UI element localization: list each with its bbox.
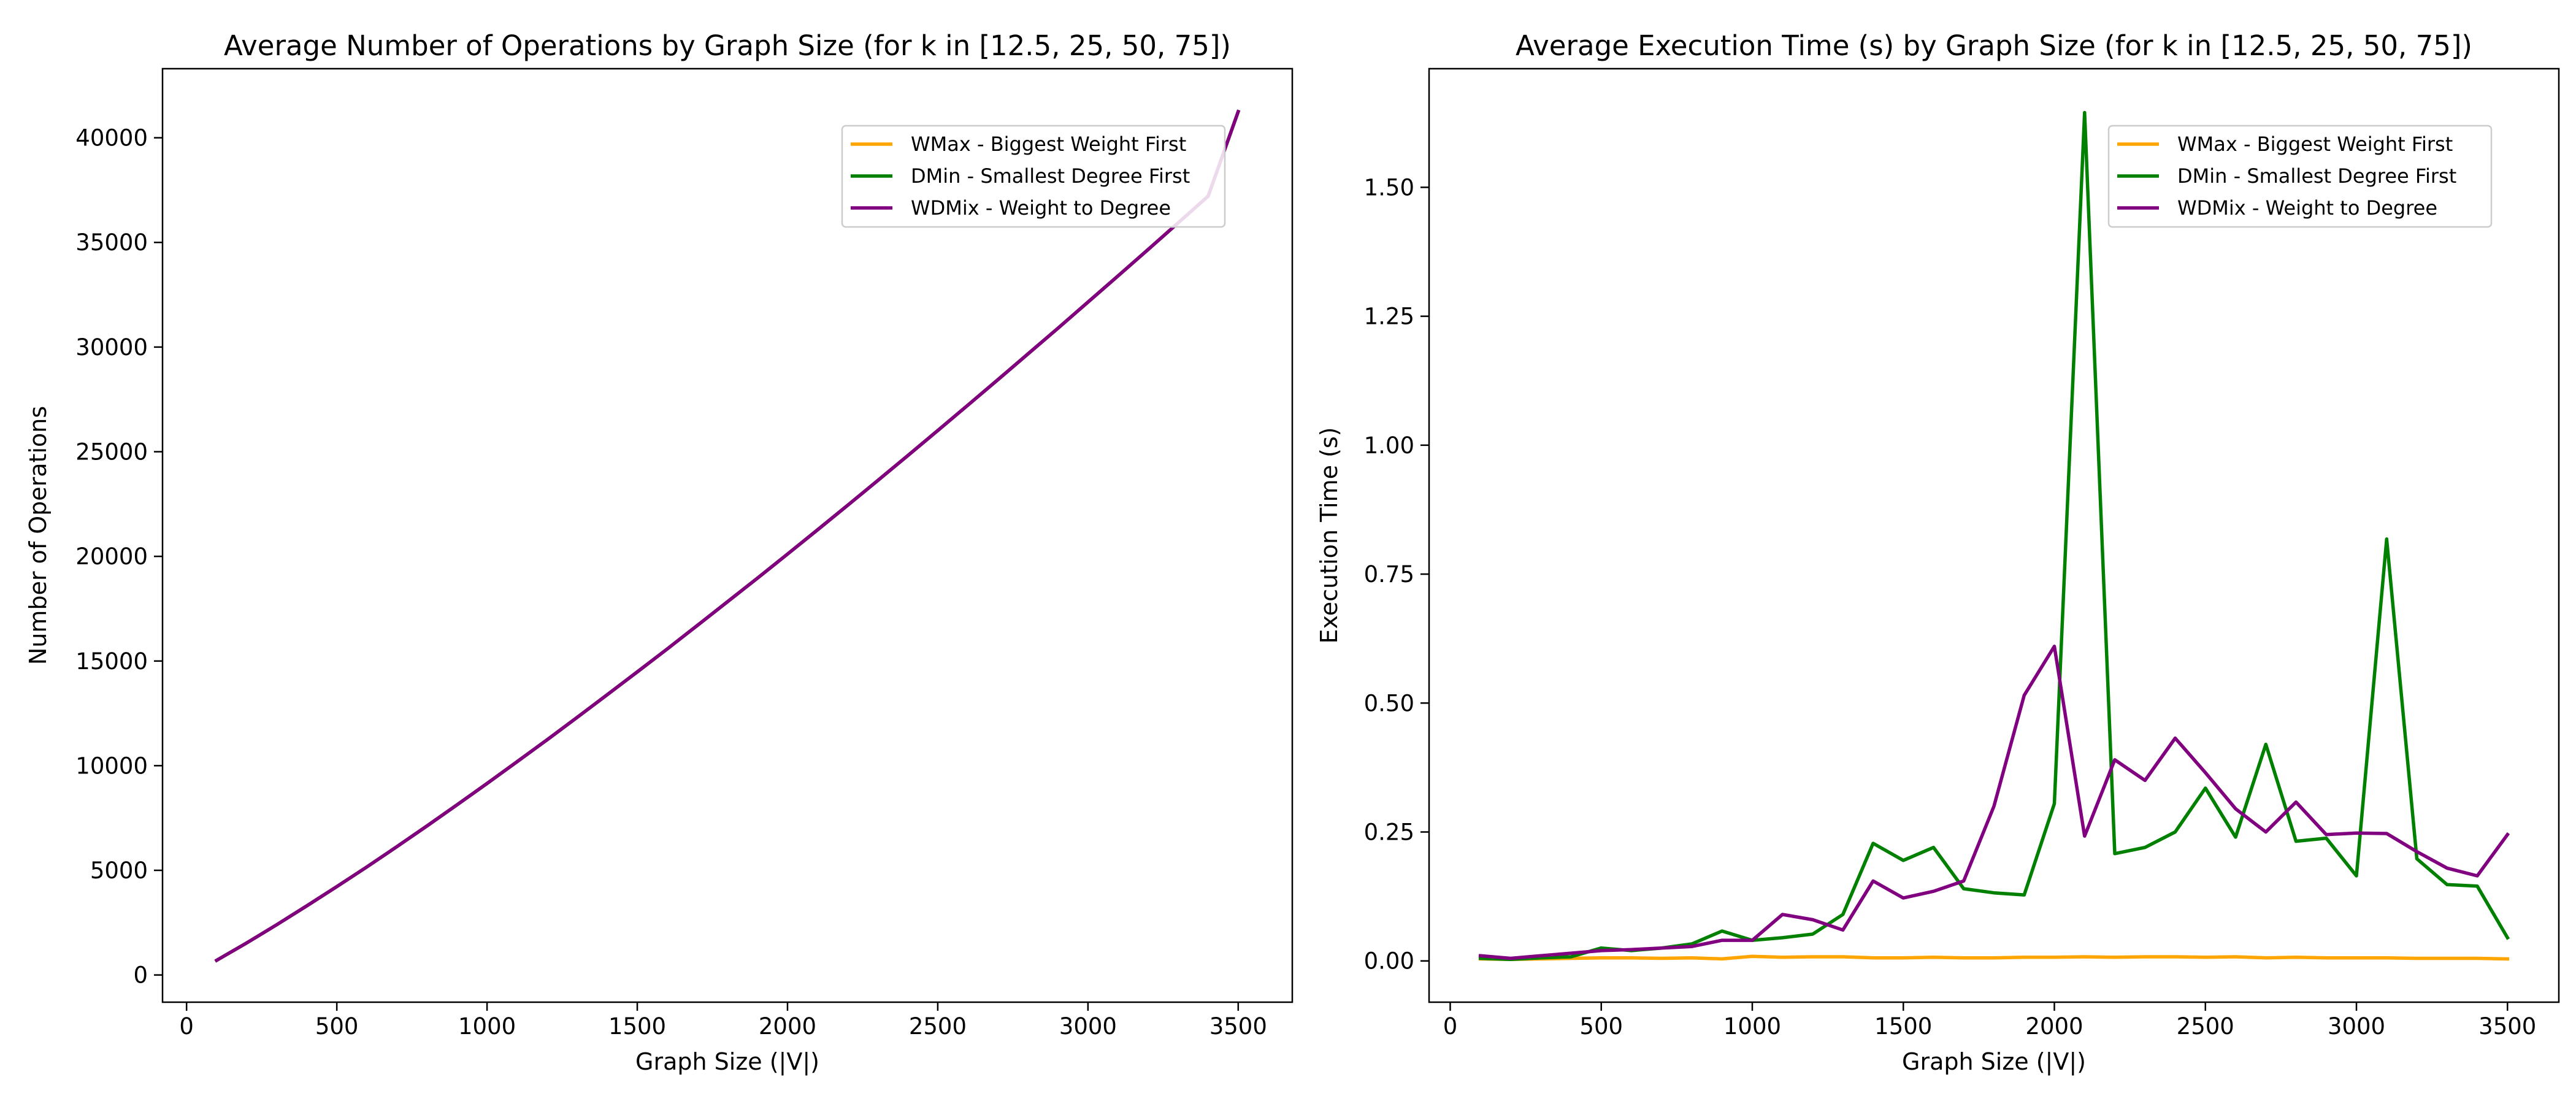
x-tick-label: 2000 [759, 1013, 816, 1040]
series-lines [214, 109, 1241, 963]
series-lines [1478, 110, 2510, 961]
y-tick-label: 25000 [75, 439, 148, 465]
y-tick-label: 1.00 [1364, 432, 1414, 459]
y-tick-label: 0.00 [1364, 948, 1414, 975]
y-tick-label: 0 [133, 962, 148, 989]
x-tick-label: 2000 [2025, 1013, 2083, 1040]
legend: WMax - Biggest Weight First DMin - Smalle… [841, 125, 1226, 228]
x-tick-label: 2500 [2177, 1013, 2234, 1040]
x-tick-label: 1000 [1723, 1013, 1781, 1040]
x-tick-label: 3000 [1059, 1013, 1117, 1040]
series-line-0 [214, 109, 1241, 963]
x-tick-label: 3500 [2478, 1013, 2536, 1040]
chart-execution-time: Average Execution Time (s) by Graph Size… [1316, 29, 2560, 1076]
plot-frame [1428, 67, 2560, 1003]
y-axis-label: Number of Operations [25, 406, 52, 665]
legend: WMax - Biggest Weight First DMin - Smalle… [2107, 125, 2493, 228]
plot-frame [161, 67, 1294, 1003]
x-tick-label: 2500 [909, 1013, 967, 1040]
legend-label: WMax - Biggest Weight First [911, 132, 1186, 156]
x-tick-label: 500 [1579, 1013, 1623, 1040]
chart-title: Average Execution Time (s) by Graph Size… [1516, 29, 2472, 62]
x-tick-label: 3500 [1209, 1013, 1267, 1040]
x-tick-label: 0 [1443, 1013, 1458, 1040]
y-tick-label: 1.25 [1364, 304, 1414, 330]
legend-label: DMin - Smallest Degree First [911, 164, 1190, 188]
x-tick-label: 0 [179, 1013, 194, 1040]
x-tick-label: 500 [315, 1013, 359, 1040]
y-tick-label: 40000 [75, 125, 148, 151]
x-tick-label: 1500 [608, 1013, 666, 1040]
y-tick-label: 30000 [75, 334, 148, 361]
y-tick-label: 0.25 [1364, 819, 1414, 846]
x-tick-label: 1000 [458, 1013, 516, 1040]
legend-box [2107, 125, 2493, 228]
series-line-2 [1478, 645, 2510, 960]
y-tick-label: 15000 [75, 648, 148, 675]
x-tick-label: 1500 [1874, 1013, 1932, 1040]
x-tick-label: 3000 [2328, 1013, 2385, 1040]
series-line-0 [1478, 954, 2510, 961]
legend-label: WMax - Biggest Weight First [2177, 132, 2453, 156]
legend-label: WDMix - Weight to Degree [2177, 196, 2437, 220]
y-tick-label: 10000 [75, 753, 148, 779]
x-axis-label: Graph Size (|V|) [635, 1048, 819, 1076]
y-tick-label: 1.50 [1364, 174, 1414, 201]
series-line-1 [214, 109, 1241, 963]
x-axis-label: Graph Size (|V|) [1902, 1048, 2086, 1076]
y-tick-label: 20000 [75, 543, 148, 570]
legend-label: WDMix - Weight to Degree [911, 196, 1171, 220]
y-axis-label: Execution Time (s) [1316, 427, 1343, 643]
chart-title: Average Number of Operations by Graph Si… [224, 29, 1231, 62]
chart-operations: Average Number of Operations by Graph Si… [25, 29, 1294, 1076]
y-tick-label: 0.50 [1364, 690, 1414, 716]
y-tick-label: 5000 [90, 857, 148, 884]
y-tick-label: 0.75 [1364, 561, 1414, 588]
legend-box [841, 125, 1226, 228]
series-line-2 [214, 109, 1241, 963]
y-tick-label: 35000 [75, 229, 148, 256]
legend-label: DMin - Smallest Degree First [2177, 164, 2456, 188]
